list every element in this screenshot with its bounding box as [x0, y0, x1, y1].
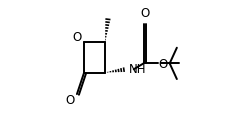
Text: O: O [159, 58, 168, 70]
Text: NH: NH [129, 63, 146, 76]
Text: O: O [65, 94, 74, 107]
Text: O: O [72, 31, 81, 44]
Text: O: O [140, 7, 149, 20]
